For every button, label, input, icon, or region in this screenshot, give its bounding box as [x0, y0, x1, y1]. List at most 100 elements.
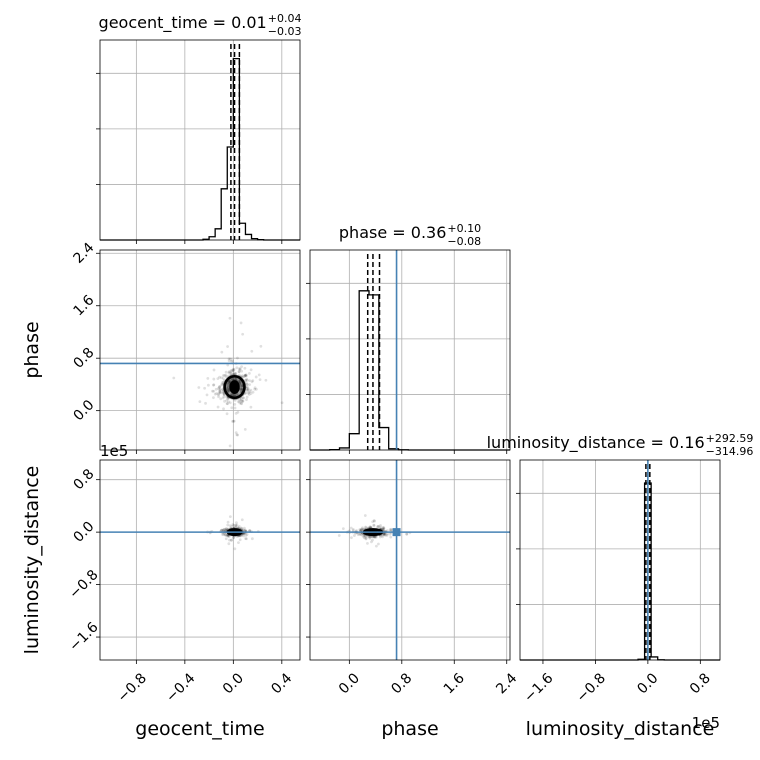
sample-point	[218, 390, 222, 394]
sample-point	[235, 433, 239, 437]
sample-point	[232, 536, 235, 539]
sample-point	[376, 525, 380, 529]
sample-point	[216, 405, 220, 409]
sample-point	[236, 400, 240, 403]
sample-point	[245, 389, 248, 392]
sample-point	[244, 373, 247, 377]
sample-point	[389, 535, 393, 539]
sample-point	[237, 541, 240, 545]
sample-point	[381, 526, 385, 529]
sample-point	[238, 381, 242, 385]
sample-point	[224, 533, 228, 537]
marks-layer	[100, 44, 720, 661]
sample-point	[242, 375, 246, 379]
sample-point	[230, 392, 233, 396]
sample-point	[241, 332, 245, 336]
sample-point	[368, 525, 372, 529]
sample-point	[228, 444, 232, 448]
sample-point	[223, 528, 227, 531]
sample-point	[224, 537, 228, 541]
y-axis-label-luminosity_distance: luminosity_distance	[21, 466, 43, 655]
sample-point	[248, 383, 252, 387]
contour-core	[229, 380, 240, 394]
sample-point	[227, 370, 231, 374]
sample-point	[230, 538, 234, 542]
sample-point	[233, 406, 237, 410]
sample-point	[242, 534, 246, 538]
sample-point	[216, 387, 220, 391]
sample-point	[370, 540, 373, 544]
sample-point	[227, 542, 231, 546]
sample-point	[244, 534, 248, 537]
sample-point	[249, 392, 253, 395]
sample-point	[243, 529, 247, 532]
y-axis-label-phase: phase	[21, 321, 43, 378]
x-tick-label: 0.8	[388, 670, 415, 697]
sample-point	[228, 538, 231, 542]
sample-point	[243, 366, 247, 370]
sample-point	[349, 526, 353, 530]
sample-point	[251, 379, 255, 382]
sample-point	[224, 373, 228, 377]
sample-point	[382, 532, 386, 536]
sample-point	[220, 528, 224, 532]
sample-point	[226, 386, 230, 390]
sample-point	[227, 381, 231, 385]
sample-point	[246, 378, 249, 382]
sample-point	[358, 533, 362, 536]
sample-point	[224, 528, 228, 532]
sample-point	[228, 401, 232, 405]
sample-point	[225, 412, 229, 416]
sample-point	[377, 542, 380, 546]
sample-point	[364, 536, 368, 540]
sample-point	[225, 388, 229, 392]
sample-point	[243, 373, 247, 377]
sample-point	[230, 392, 233, 396]
sample-point	[239, 388, 243, 392]
sample-point	[379, 523, 382, 527]
sample-point	[379, 525, 382, 529]
title-text: geocent_time = 0.01	[99, 13, 267, 33]
sample-point	[221, 381, 224, 384]
sample-point	[228, 370, 232, 374]
sample-point	[229, 538, 233, 542]
sample-point	[233, 402, 237, 406]
panel-frame	[309, 249, 511, 451]
sample-point	[370, 526, 373, 529]
sample-point	[233, 372, 237, 376]
sample-point	[245, 398, 248, 402]
sample-point	[372, 535, 376, 539]
sample-point	[246, 387, 250, 391]
sample-point	[240, 397, 243, 400]
sample-point	[222, 395, 226, 398]
sample-point	[243, 428, 247, 431]
sample-point	[218, 385, 221, 389]
sample-point	[224, 375, 228, 379]
sample-point	[222, 407, 225, 411]
sample-point	[254, 375, 258, 379]
sample-point	[233, 377, 236, 381]
sample-point	[240, 534, 244, 538]
sample-point	[221, 388, 225, 392]
sample-point	[245, 395, 249, 399]
sample-point	[206, 383, 210, 387]
sample-point	[227, 388, 231, 392]
sample-point	[244, 391, 248, 395]
y-tick-label: 0.0	[70, 397, 97, 424]
sample-point	[257, 373, 261, 377]
sample-point	[351, 528, 355, 531]
panel-frame	[99, 39, 301, 241]
x-axis-label-phase: phase	[381, 718, 438, 740]
sample-point	[215, 392, 219, 395]
sample-point	[237, 379, 241, 383]
x-tick-label: 1.6	[441, 670, 468, 697]
sample-point	[204, 401, 207, 405]
sample-point	[240, 384, 243, 388]
sample-point	[228, 524, 232, 528]
sample-point	[368, 536, 372, 540]
sample-point	[212, 383, 215, 387]
sample-point	[212, 368, 216, 372]
sample-point	[259, 344, 263, 348]
sample-point	[248, 390, 252, 393]
sample-point	[197, 386, 201, 389]
